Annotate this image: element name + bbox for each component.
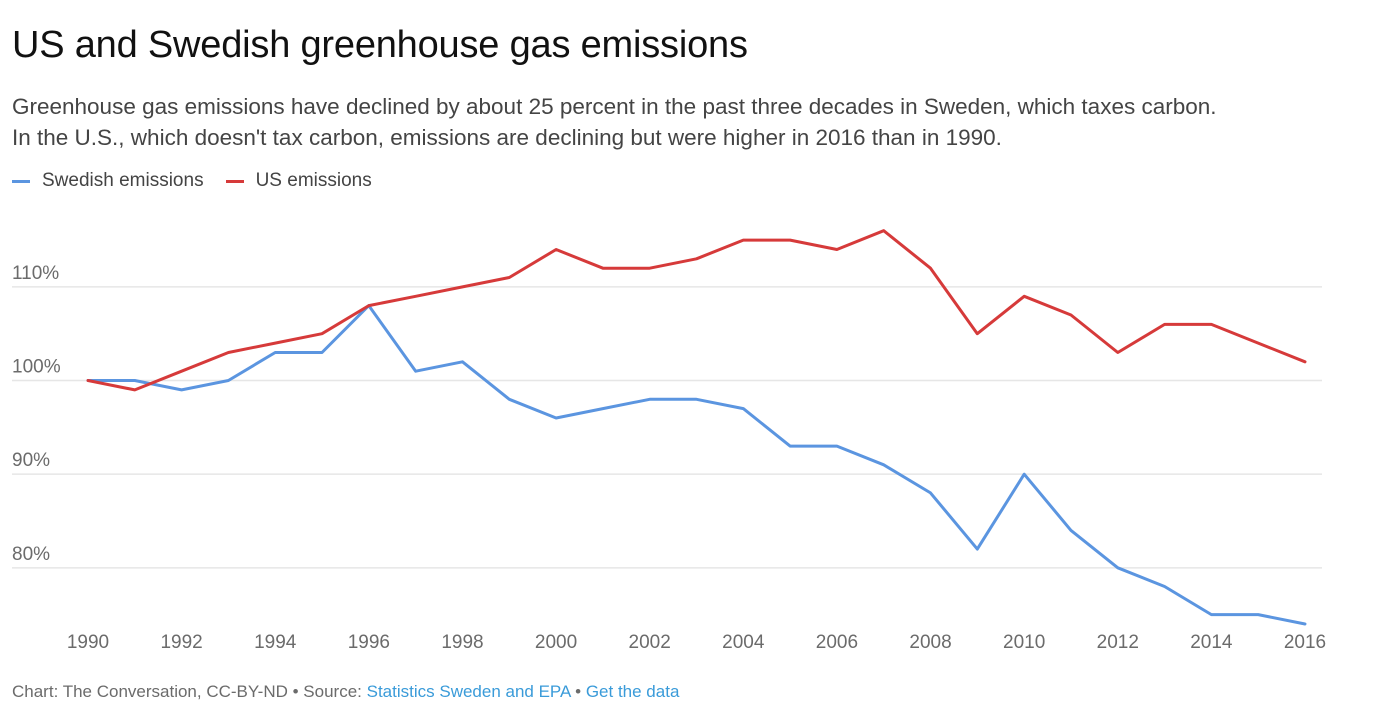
subtitle-line-1: Greenhouse gas emissions have declined b… [12,94,1217,119]
y-tick-label: 80% [12,544,50,565]
subtitle-line-2: In the U.S., which doesn't tax carbon, e… [12,125,1002,150]
series-layer [86,229,1307,626]
series-line-us [86,229,1307,392]
x-tick-label: 1996 [348,632,390,653]
x-tick-label: 2012 [1097,632,1139,653]
footer-separator-2: • [570,682,586,701]
x-tick-label: 2000 [535,632,577,653]
x-tick-label: 2006 [816,632,858,653]
chart-subtitle: Greenhouse gas emissions have declined b… [12,91,1382,153]
x-tick-label: 2004 [722,632,765,653]
x-tick-label: 2016 [1284,632,1326,653]
x-tick-label: 2010 [1003,632,1045,653]
x-tick-label: 1998 [441,632,483,653]
x-tick-label: 1994 [254,632,297,653]
x-tick-label: 2008 [909,632,951,653]
footer-credit: Chart: The Conversation, CC-BY-ND [12,682,288,701]
y-axis-ticks: 80% 90% 100% 110% [12,263,61,565]
y-tick-label: 90% [12,450,50,471]
source-link[interactable]: Statistics Sweden and EPA [366,682,571,701]
chart-title: US and Swedish greenhouse gas emissions [12,24,748,66]
chart-footer: Chart: The Conversation, CC-BY-ND • Sour… [12,682,679,702]
y-tick-label: 110% [12,263,59,284]
chart-legend: Swedish emissions US emissions [12,170,394,192]
y-tick-label: 100% [12,357,61,378]
legend-label-us: US emissions [255,170,372,191]
x-axis-ticks: 1990 1992 1994 1996 1998 2000 2002 2004 2006 2008… [67,632,1326,653]
x-tick-label: 1992 [160,632,202,653]
get-the-data-link[interactable]: Get the data [585,682,680,701]
x-tick-label: 1990 [67,632,109,653]
legend-swatch-swedish [12,179,30,183]
x-tick-label: 2014 [1190,632,1233,653]
legend-item-swedish: Swedish emissions [12,170,204,192]
x-tick-label: 2002 [629,632,671,653]
legend-item-us: US emissions [225,170,372,192]
grid-layer [12,286,1322,569]
series-line-swedish [86,304,1307,626]
footer-source-prefix: Source: [303,682,367,701]
legend-swatch-us [225,179,244,183]
legend-label-swedish: Swedish emissions [42,170,204,191]
footer-separator-1: • [287,682,304,701]
